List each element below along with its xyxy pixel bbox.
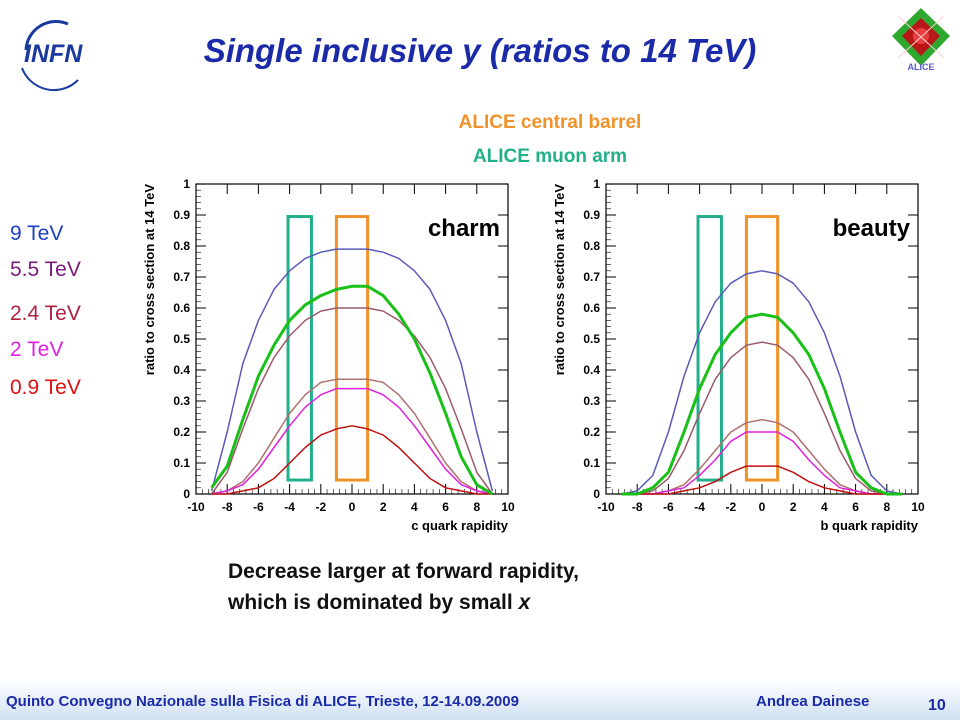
charm-xtick-label: 2 [380,500,387,514]
charm-xtick-label: -4 [284,500,295,514]
beauty-ytick-label: 1 [593,177,600,191]
beauty-xtick-label: -2 [725,500,736,514]
legend-2-4tev: 2.4 TeV [10,302,81,325]
beauty-ytick-label: 0.1 [583,456,600,470]
beauty-ytick-label: 0.6 [583,301,600,315]
beauty-y-axis-label: ratio to cross section at 14 TeV [552,184,567,376]
charm-series-line-5 [210,284,494,496]
beauty-xtick-label: 4 [821,500,828,514]
beauty-ytick-label: 0.5 [583,332,600,346]
charm-series-line-3 [211,387,493,495]
charm-x-axis-label: c quark rapidity [411,518,509,533]
charm-xtick-label: -6 [253,500,264,514]
beauty-central-barrel-box [744,215,780,482]
charm-ytick-label: 0.3 [173,394,190,408]
charm-central-barrel-box [334,215,370,482]
beauty-ytick-label: 0.8 [583,239,600,253]
beauty-xtick-label: -10 [597,500,615,514]
small-x-variable: x [518,591,531,614]
beauty-ytick-label: 0.9 [583,208,600,222]
beauty-x-axis-label: b quark rapidity [820,518,918,533]
beauty-series-line-5 [621,312,903,496]
beauty-ytick-label: 0 [593,487,600,501]
charm-series-line-2 [211,378,493,495]
charm-chart: 0 0.1 0.2 0.3 0.4 0.5 0.6 0.7 0.8 0.9 1 -10 -8 -6 -4 -2… [142,177,515,533]
beauty-ytick-label: 0.2 [583,425,600,439]
charm-xtick-label: -8 [222,500,233,514]
beauty-xtick-label: 8 [883,500,890,514]
charm-xtick-label: 4 [411,500,418,514]
legend-9tev: 9 TeV [10,222,64,245]
beauty-xtick-label: 2 [790,500,797,514]
charm-ytick-label: 0.7 [173,270,190,284]
page-title: Single inclusive y (ratios to 14 TeV) [203,32,757,69]
charm-ytick-label: 0.2 [173,425,190,439]
beauty-ytick-label: 0.4 [583,363,600,377]
charm-xtick-label: -10 [187,500,205,514]
alice-event-icon: ALICE [892,8,950,72]
charm-xtick-label: 0 [349,500,356,514]
beauty-xtick-label: 10 [911,500,925,514]
legend-5-5tev: 5.5 TeV [10,258,81,281]
charm-ytick-label: 0.9 [173,208,190,222]
conclusion-line-1: Decrease larger at forward rapidity, [228,560,579,583]
page-number: 10 [928,697,946,714]
muon-arm-label: ALICE muon arm [472,146,628,167]
infn-logo-text: INFN [24,40,83,68]
charm-panel-label: charm [428,215,500,242]
charm-muon-arm-box [286,215,313,482]
legend-2tev: 2 TeV [10,338,64,361]
charm-ytick-label: 0 [183,487,190,501]
charm-ytick-label: 0.8 [173,239,190,253]
charm-series-line-0 [210,248,494,492]
conclusion-line-2-text: which is dominated by small [228,591,519,614]
beauty-xtick-label: 0 [759,500,766,514]
charm-ytick-label: 0.6 [173,301,190,315]
alice-logo-text: ALICE [908,62,935,72]
beauty-series-line-4 [621,465,903,495]
alice-logo: ALICE [888,6,954,72]
beauty-ytick-label: 0.3 [583,394,600,408]
beauty-chart: 0 0.1 0.2 0.3 0.4 0.5 0.6 0.7 0.8 0.9 1 -10 -8 -6 -4 -2… [552,177,925,533]
central-barrel-label: ALICE central barrel [458,112,642,133]
charm-xtick-label: 8 [473,500,480,514]
charm-xtick-label: 10 [501,500,515,514]
beauty-xtick-label: -6 [663,500,674,514]
charm-series-line-1 [210,307,494,495]
footer-author: Andrea Dainese [756,693,870,710]
footer-bar [0,680,960,720]
beauty-series-line-3 [621,431,903,495]
charm-xtick-label: 6 [442,500,449,514]
charm-y-axis-label: ratio to cross section at 14 TeV [142,184,157,376]
conclusion-text: Decrease larger at forward rapidity, whi… [228,556,579,618]
beauty-ytick-label: 0.7 [583,270,600,284]
charm-series-line-4 [211,425,493,495]
beauty-xtick-label: -8 [632,500,643,514]
beauty-series-line-0 [621,270,903,495]
infn-logo-mark: INFN [21,19,83,92]
beauty-xtick-label: 6 [852,500,859,514]
charm-ytick-label: 1 [183,177,190,191]
charm-ytick-label: 0.4 [173,363,190,377]
beauty-xtick-label: -4 [694,500,705,514]
conclusion-line-2: which is dominated by small x [228,587,579,618]
infn-logo: INFN [8,10,100,94]
charm-ytick-label: 0.5 [173,332,190,346]
footer-conference: Quinto Convegno Nazionale sulla Fisica d… [6,693,519,710]
charm-xtick-label: -2 [315,500,326,514]
beauty-series-line-1 [621,341,903,495]
legend-0-9tev: 0.9 TeV [10,376,81,399]
beauty-panel-label: beauty [833,215,911,242]
charm-ytick-label: 0.1 [173,456,190,470]
